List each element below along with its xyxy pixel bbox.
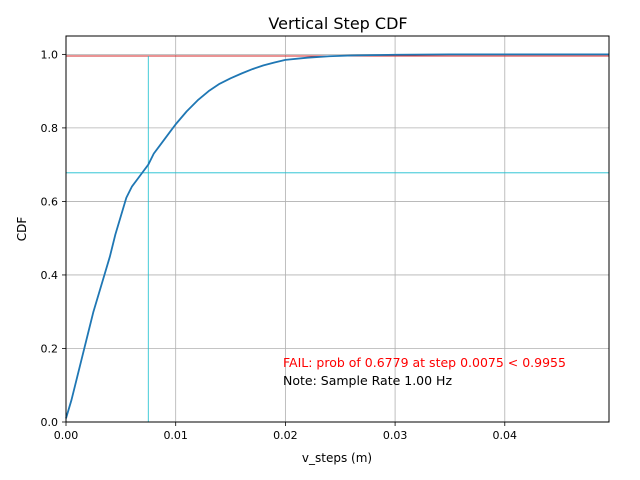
y-tick-label-0: 0.0 bbox=[41, 416, 59, 429]
x-axis-label: v_steps (m) bbox=[302, 451, 372, 465]
note-annotation: Note: Sample Rate 1.00 Hz bbox=[283, 373, 452, 388]
x-tick-label-2: 0.02 bbox=[273, 429, 298, 442]
cdf-series-line-0 bbox=[65, 53, 609, 419]
x-tick-label-3: 0.03 bbox=[383, 429, 408, 442]
y-tick-label-1: 0.2 bbox=[41, 342, 59, 355]
y-axis-ticks: 0.0 0.2 0.4 0.6 0.8 1.0 bbox=[41, 48, 66, 429]
x-tick-label-1: 0.01 bbox=[163, 429, 188, 442]
x-tick-label-0: 0.00 bbox=[54, 429, 79, 442]
fail-annotation: FAIL: prob of 0.6779 at step 0.0075 < 0.… bbox=[283, 355, 566, 370]
chart-title: Vertical Step CDF bbox=[268, 14, 407, 33]
series-layer bbox=[65, 53, 609, 419]
x-tick-label-4: 0.04 bbox=[493, 429, 518, 442]
x-axis-ticks: 0.00 0.01 0.02 0.03 0.04 bbox=[54, 422, 517, 442]
y-tick-label-4: 0.8 bbox=[41, 122, 59, 135]
y-tick-label-3: 0.6 bbox=[41, 195, 59, 208]
plot-frame bbox=[65, 35, 610, 423]
y-tick-label-2: 0.4 bbox=[41, 269, 59, 282]
y-axis-label: CDF bbox=[15, 217, 29, 242]
y-tick-label-5: 1.0 bbox=[41, 48, 59, 61]
